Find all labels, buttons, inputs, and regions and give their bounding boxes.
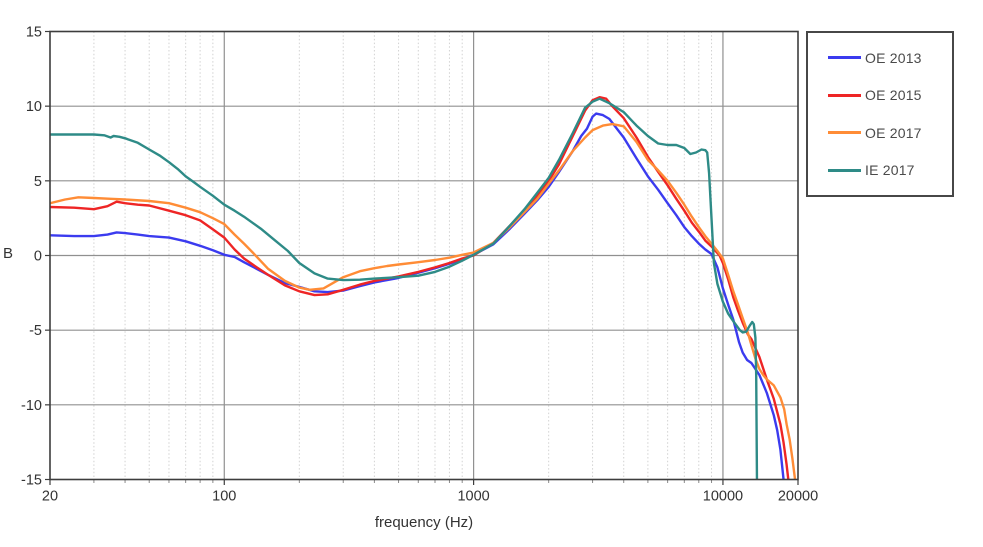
x-tick-label: 10000 (703, 489, 743, 505)
y-tick-label: 5 (34, 174, 42, 190)
y-tick-label: -10 (21, 398, 42, 414)
legend-label: OE 2013 (865, 49, 922, 66)
x-tick-label: 1000 (457, 489, 489, 505)
y-tick-label: 15 (26, 25, 42, 41)
series-line-oe-2015 (50, 96, 790, 480)
x-axis-label: frequency (Hz) (374, 514, 474, 531)
series-line-oe-2013 (50, 112, 785, 480)
legend-label: OE 2017 (865, 124, 922, 141)
legend-item-oe-2017: OE 2017 (808, 118, 952, 148)
legend-swatch (828, 131, 861, 135)
legend-item-oe-2013: OE 2013 (808, 43, 952, 73)
legend-item-ie-2017: IE 2017 (808, 155, 952, 185)
legend-swatch (828, 56, 861, 60)
legend-label: IE 2017 (865, 162, 915, 179)
y-tick-label: -5 (29, 323, 42, 339)
y-tick-label: 0 (34, 249, 42, 265)
legend-item-oe-2015: OE 2015 (808, 80, 952, 110)
x-tick-label: 20000 (778, 489, 818, 505)
series-line-ie-2017 (50, 97, 759, 480)
x-tick-label: 20 (42, 489, 58, 505)
series-line-oe-2017 (50, 122, 797, 480)
legend-swatch (828, 168, 861, 172)
plot-border (49, 30, 799, 481)
x-tick-label: 100 (212, 489, 236, 505)
legend: OE 2013 OE 2015 OE 2017 IE 2017 (806, 31, 954, 197)
y-axis-label: B (3, 245, 14, 262)
y-tick-label: 10 (26, 99, 42, 115)
legend-swatch (828, 93, 861, 97)
legend-label: OE 2015 (865, 87, 922, 104)
y-tick-label: -15 (21, 473, 42, 489)
